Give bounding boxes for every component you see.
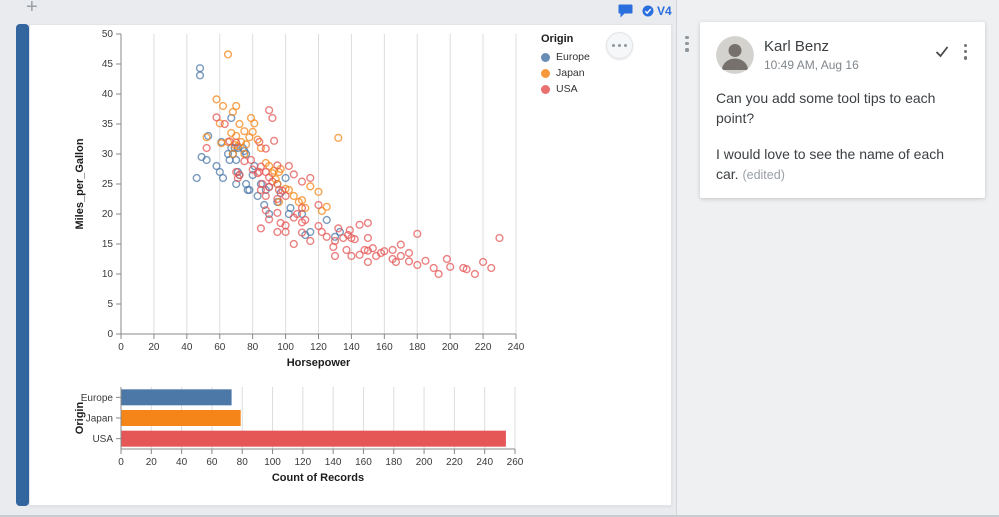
comment-text: Can you add some tool tips to each point…: [716, 90, 936, 127]
svg-text:220: 220: [475, 342, 492, 353]
svg-text:240: 240: [476, 457, 493, 468]
svg-text:20: 20: [102, 209, 114, 220]
cell-selection-strip[interactable]: [16, 24, 29, 506]
svg-text:200: 200: [442, 342, 459, 353]
svg-text:260: 260: [507, 457, 524, 468]
dot: [685, 42, 689, 46]
svg-text:Europe: Europe: [81, 393, 114, 404]
dot: [623, 43, 627, 48]
svg-text:20: 20: [148, 342, 160, 353]
svg-text:45: 45: [102, 59, 114, 70]
svg-text:30: 30: [102, 149, 114, 160]
svg-text:35: 35: [102, 119, 114, 130]
legend-swatch: [541, 84, 550, 94]
svg-text:Count of Records: Count of Records: [272, 472, 364, 484]
svg-text:0: 0: [107, 329, 113, 340]
svg-text:180: 180: [409, 342, 426, 353]
comment-kebab-icon[interactable]: [962, 42, 969, 62]
chart-card[interactable]: 0 20 40 60 80 100 120 140 160 180 200 220 240 0 5 10 15 2…: [29, 24, 689, 506]
dot: [963, 56, 967, 60]
svg-text:100: 100: [277, 342, 294, 353]
svg-text:60: 60: [214, 342, 226, 353]
comment-body: Can you add some tool tips to each point…: [716, 88, 969, 184]
comment-paragraph-2: I would love to see the name of each car…: [716, 144, 969, 185]
resolve-check-icon[interactable]: [934, 44, 950, 59]
svg-text:Origin: Origin: [74, 402, 86, 435]
comment-actions: [934, 36, 969, 62]
legend-title: Origin: [541, 33, 574, 45]
add-cell-button[interactable]: +: [26, 0, 38, 18]
svg-text:10: 10: [102, 269, 114, 280]
svg-text:120: 120: [310, 342, 327, 353]
comment-paragraph-1: Can you add some tool tips to each point…: [716, 88, 969, 129]
svg-text:20: 20: [146, 457, 158, 468]
comment-author: Karl Benz: [764, 38, 830, 55]
svg-text:40: 40: [176, 457, 188, 468]
legend-swatch: [541, 52, 550, 62]
version-label: V4: [657, 4, 672, 18]
kebab-menu-icon[interactable]: [680, 34, 694, 54]
svg-text:100: 100: [264, 457, 281, 468]
dot: [685, 48, 689, 52]
svg-text:25: 25: [102, 179, 114, 190]
svg-text:5: 5: [107, 299, 113, 310]
dot: [617, 43, 622, 48]
svg-text:40: 40: [102, 89, 114, 100]
svg-text:160: 160: [355, 457, 372, 468]
svg-text:15: 15: [102, 239, 114, 250]
svg-text:180: 180: [385, 457, 402, 468]
edited-label: (edited): [742, 167, 785, 182]
svg-text:140: 140: [325, 457, 342, 468]
comment-card[interactable]: Karl Benz 10:49 AM, Aug 16 Can you add s…: [700, 22, 985, 199]
legend-item-europe[interactable]: Europe: [541, 51, 590, 63]
legend-item-japan[interactable]: Japan: [541, 67, 590, 79]
svg-text:160: 160: [376, 342, 393, 353]
bar-chart[interactable]: Europe Japan USA 0 20 40 60 80 100 120 140 160 180 20…: [70, 381, 535, 501]
svg-text:120: 120: [295, 457, 312, 468]
svg-text:220: 220: [446, 457, 463, 468]
svg-text:Japan: Japan: [86, 414, 113, 425]
svg-text:60: 60: [206, 457, 218, 468]
svg-text:80: 80: [247, 342, 259, 353]
svg-text:40: 40: [181, 342, 193, 353]
svg-text:0: 0: [118, 457, 124, 468]
dot: [612, 43, 616, 48]
legend-swatch: [541, 68, 550, 78]
author-block: Karl Benz 10:49 AM, Aug 16: [764, 36, 924, 72]
legend-label: Japan: [556, 67, 585, 79]
svg-text:80: 80: [237, 457, 249, 468]
legend-label: Europe: [556, 51, 590, 63]
dot: [685, 36, 689, 40]
svg-text:200: 200: [416, 457, 433, 468]
legend-label: USA: [556, 83, 578, 95]
comment-text: I would love to see the name of each car…: [716, 145, 945, 182]
comment-header: Karl Benz 10:49 AM, Aug 16: [716, 36, 969, 74]
comment-timestamp: 10:49 AM, Aug 16: [764, 58, 859, 72]
legend-item-usa[interactable]: USA: [541, 83, 590, 95]
svg-text:240: 240: [508, 342, 525, 353]
legend-items: Europe Japan USA: [541, 51, 590, 95]
more-options-button[interactable]: [606, 32, 633, 59]
scatter-chart[interactable]: 0 20 40 60 80 100 120 140 160 180 200 220 240 0 5 10 15 2…: [70, 27, 535, 377]
svg-text:50: 50: [102, 29, 114, 40]
canvas-toolbar: V4: [618, 4, 672, 18]
svg-text:USA: USA: [92, 434, 113, 445]
version-badge[interactable]: V4: [642, 4, 672, 18]
svg-text:Horsepower: Horsepower: [287, 357, 351, 369]
svg-text:Miles_per_Gallon: Miles_per_Gallon: [74, 138, 86, 229]
svg-text:140: 140: [343, 342, 360, 353]
avatar[interactable]: [716, 36, 754, 74]
dot: [963, 50, 967, 54]
dot: [963, 44, 967, 48]
legend: Origin Europe Japan USA: [541, 33, 590, 99]
version-check-icon: [642, 5, 654, 17]
svg-text:0: 0: [118, 342, 124, 353]
comments-icon[interactable]: [618, 4, 633, 18]
